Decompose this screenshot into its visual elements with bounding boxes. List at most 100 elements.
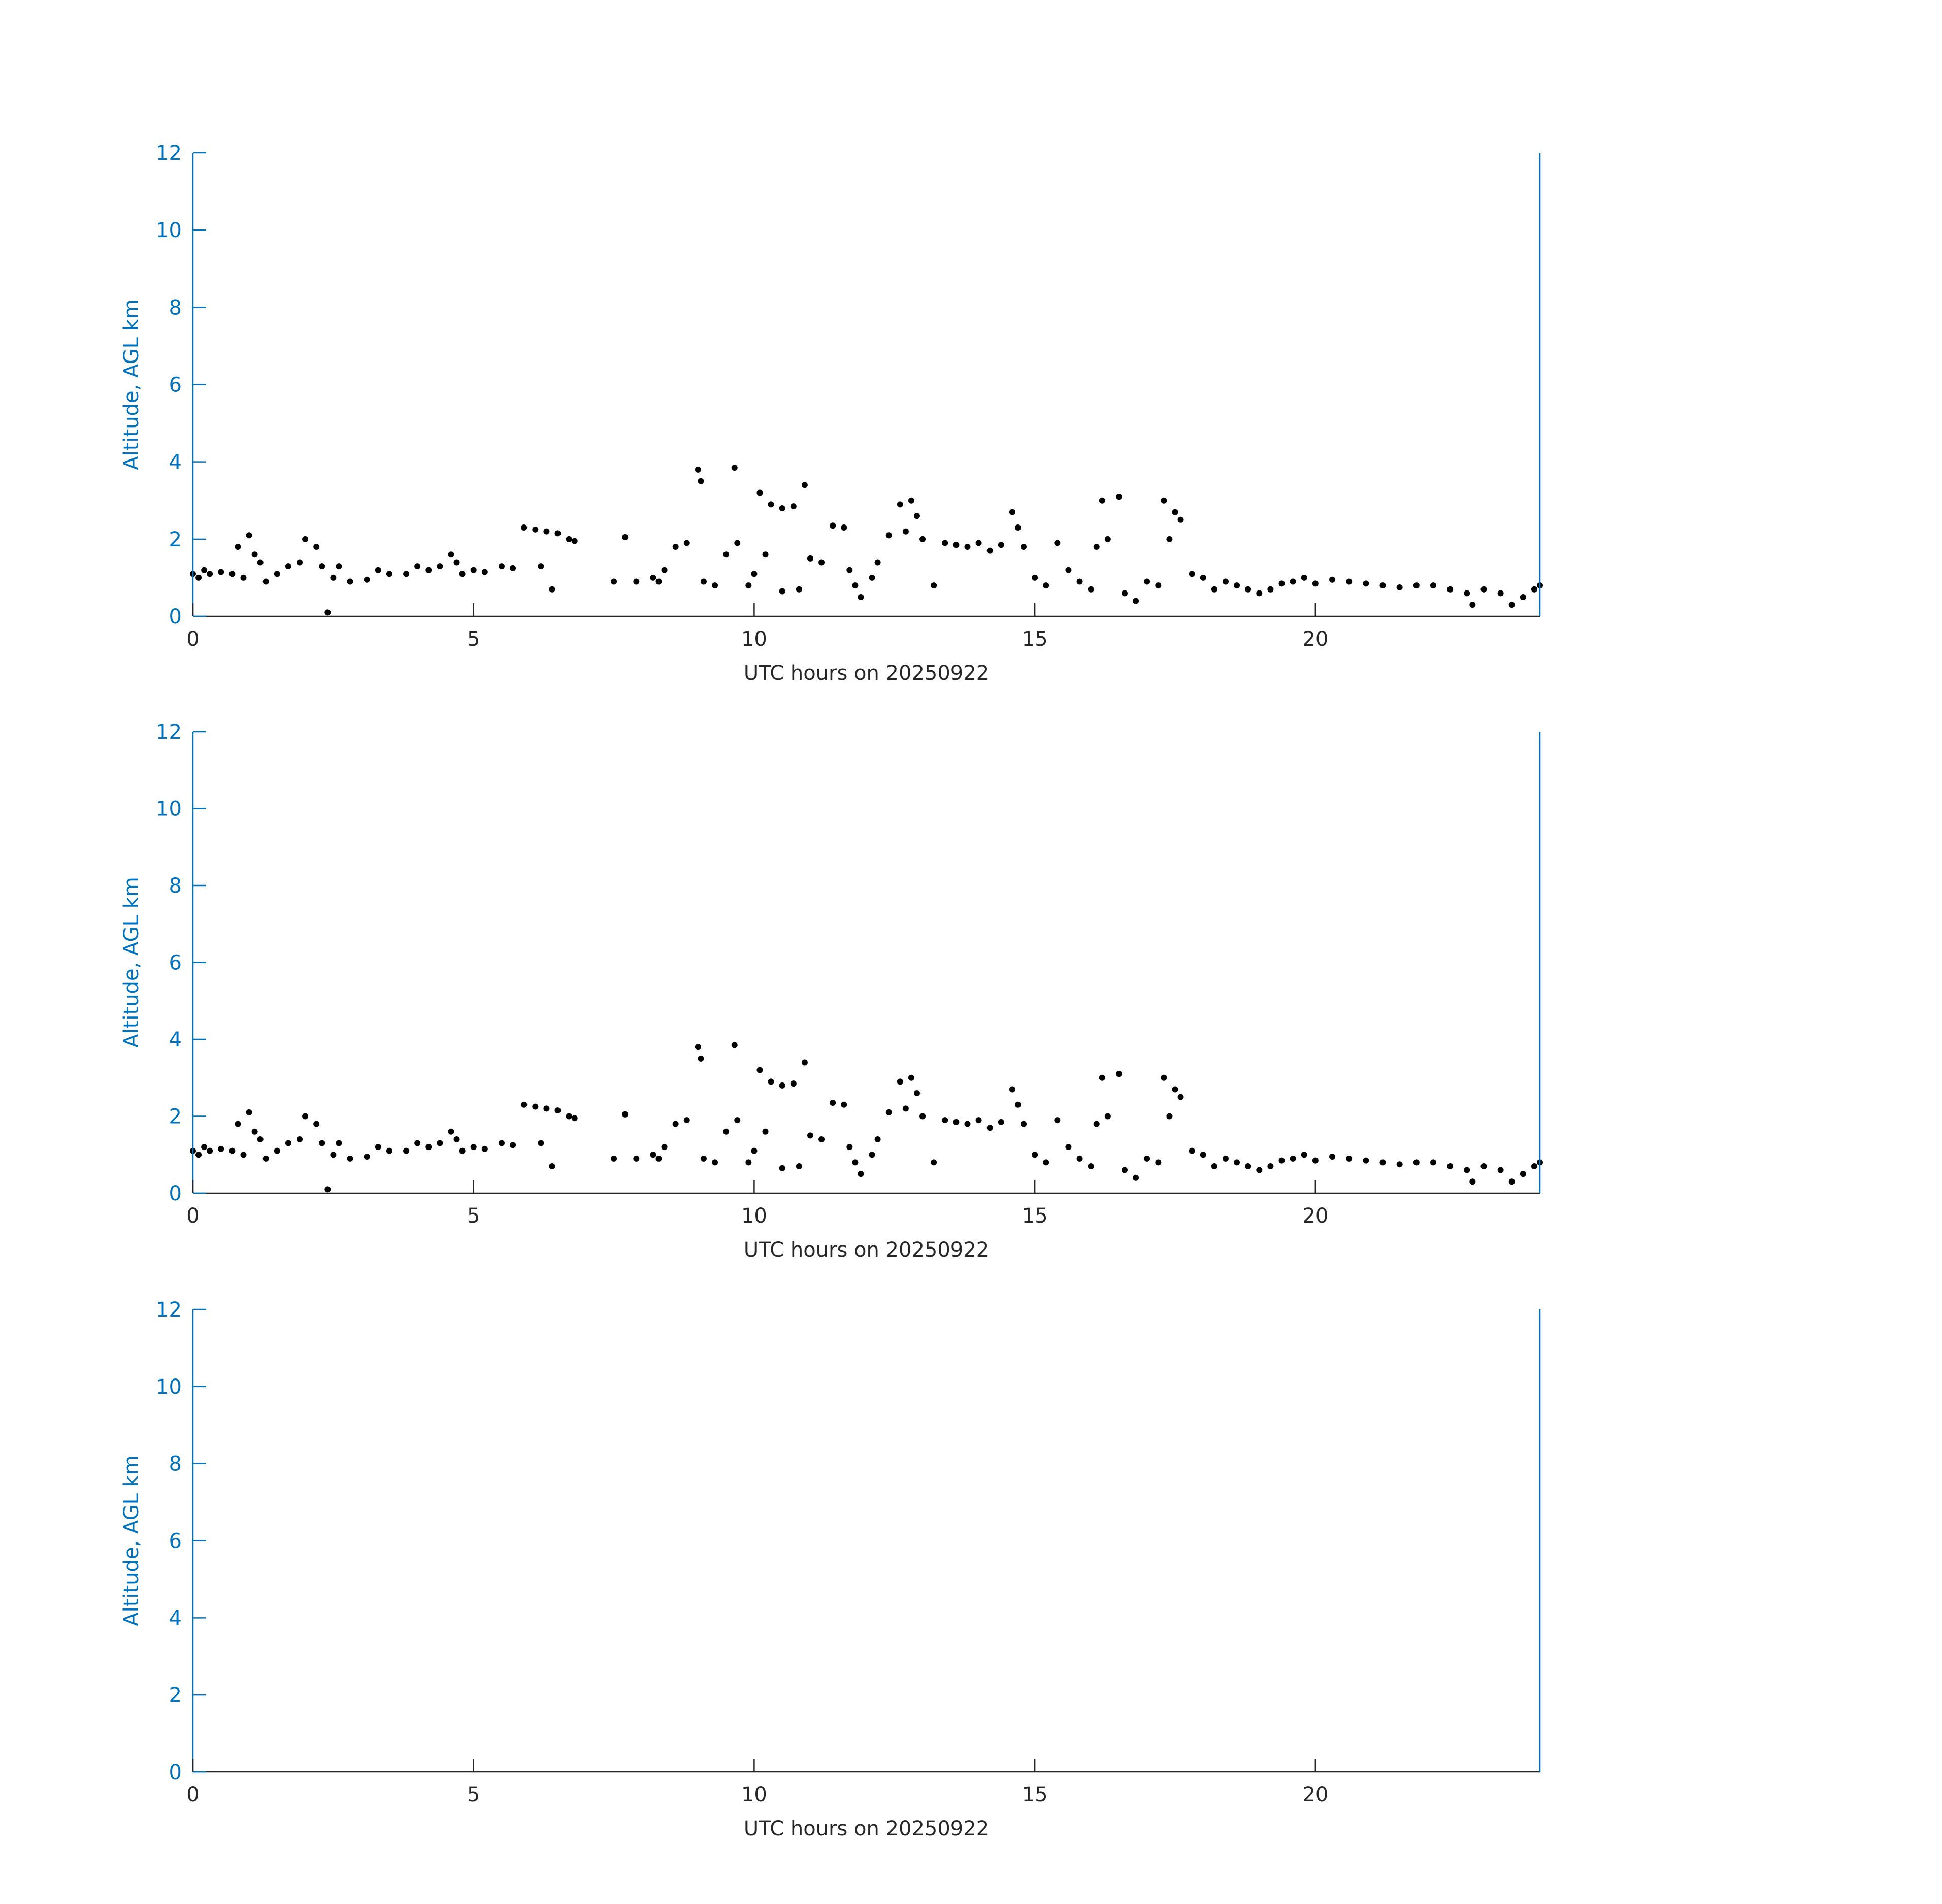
data-point — [302, 536, 309, 542]
data-point — [330, 574, 337, 581]
data-point — [975, 1117, 982, 1124]
y-tick-label: 12 — [156, 142, 182, 165]
data-point — [324, 1186, 331, 1193]
data-point — [201, 567, 208, 573]
data-point — [902, 528, 909, 535]
y-tick-label: 0 — [169, 1761, 182, 1784]
data-point — [655, 578, 662, 585]
data-point — [571, 1115, 578, 1122]
data-point — [672, 1121, 679, 1127]
data-point — [698, 1055, 704, 1062]
data-point — [1099, 497, 1105, 504]
data-point — [1531, 586, 1537, 593]
data-point — [386, 571, 392, 577]
data-point — [1222, 1155, 1229, 1162]
x-tick-label: 15 — [1022, 628, 1048, 651]
data-point — [1447, 586, 1454, 593]
data-point — [1278, 1157, 1285, 1164]
data-point — [1256, 590, 1263, 597]
data-point — [661, 1144, 668, 1151]
data-point — [302, 1113, 309, 1120]
data-point — [790, 1080, 797, 1087]
data-point — [1088, 586, 1094, 593]
data-point — [1014, 524, 1021, 531]
y-tick-label: 8 — [169, 1453, 182, 1476]
data-point — [1430, 1159, 1436, 1166]
x-tick-label: 20 — [1302, 1204, 1328, 1228]
data-point — [1290, 1155, 1296, 1162]
y-tick-label: 2 — [169, 528, 182, 551]
data-point — [1363, 580, 1369, 587]
data-point — [1464, 1167, 1470, 1173]
data-point — [756, 1067, 763, 1073]
y-tick-label: 10 — [156, 798, 182, 821]
data-point — [1054, 1117, 1061, 1124]
data-point — [425, 567, 432, 573]
data-point — [257, 559, 264, 566]
data-point — [852, 582, 859, 589]
data-point — [1076, 578, 1083, 585]
data-point — [1469, 1178, 1476, 1185]
data-point — [841, 1101, 847, 1108]
x-tick-label: 10 — [741, 628, 767, 651]
data-point — [1464, 590, 1470, 597]
data-point — [762, 1128, 769, 1135]
data-point — [240, 574, 247, 581]
data-point — [712, 1159, 718, 1166]
data-point — [695, 1044, 701, 1051]
data-point — [201, 1144, 208, 1151]
data-point — [801, 482, 808, 488]
data-point — [919, 536, 926, 542]
data-point — [908, 497, 914, 504]
data-point — [364, 1154, 370, 1160]
data-point — [1363, 1157, 1369, 1164]
data-point — [846, 567, 853, 573]
data-point — [1346, 578, 1353, 585]
data-point — [347, 1155, 353, 1162]
data-point — [1222, 578, 1229, 585]
data-point — [779, 1165, 785, 1171]
data-point — [510, 565, 516, 571]
data-point — [661, 567, 668, 573]
data-point — [756, 489, 763, 496]
data-point — [964, 544, 971, 550]
data-point — [448, 551, 454, 558]
data-point — [1161, 1074, 1167, 1081]
data-point — [796, 1163, 802, 1169]
data-point — [319, 563, 325, 570]
data-point — [751, 571, 758, 577]
x-tick-label: 5 — [467, 1204, 480, 1228]
x-tick-label: 20 — [1302, 1783, 1328, 1807]
y-axis-label: Altitude, AGL km — [120, 877, 143, 1048]
y-tick-label: 6 — [169, 374, 182, 397]
data-point — [1104, 536, 1111, 542]
data-point — [942, 540, 948, 546]
data-point — [1329, 1154, 1335, 1160]
data-point — [796, 586, 802, 593]
data-point — [297, 1136, 303, 1142]
data-point — [1155, 1159, 1162, 1166]
data-point — [251, 1128, 258, 1135]
data-point — [510, 1142, 516, 1148]
data-point — [246, 532, 252, 539]
x-axis-label: UTC hours on 20250922 — [744, 1238, 989, 1262]
data-point — [1497, 590, 1504, 597]
data-point — [695, 466, 701, 473]
data-point — [1065, 1144, 1072, 1151]
y-tick-label: 2 — [169, 1684, 182, 1707]
data-point — [459, 571, 466, 577]
data-point — [633, 1155, 640, 1162]
data-point — [874, 559, 881, 566]
data-point — [207, 1147, 213, 1154]
data-point — [683, 540, 690, 546]
data-point — [336, 563, 342, 570]
y-axis-label: Altitude, AGL km — [120, 1455, 143, 1626]
data-point — [1144, 1155, 1150, 1162]
data-point — [1413, 1159, 1420, 1166]
data-point — [1234, 582, 1240, 589]
data-point — [207, 571, 213, 577]
data-point — [1396, 1161, 1403, 1168]
data-point — [1520, 594, 1526, 600]
x-tick-label: 0 — [186, 628, 199, 651]
data-point — [375, 567, 381, 573]
